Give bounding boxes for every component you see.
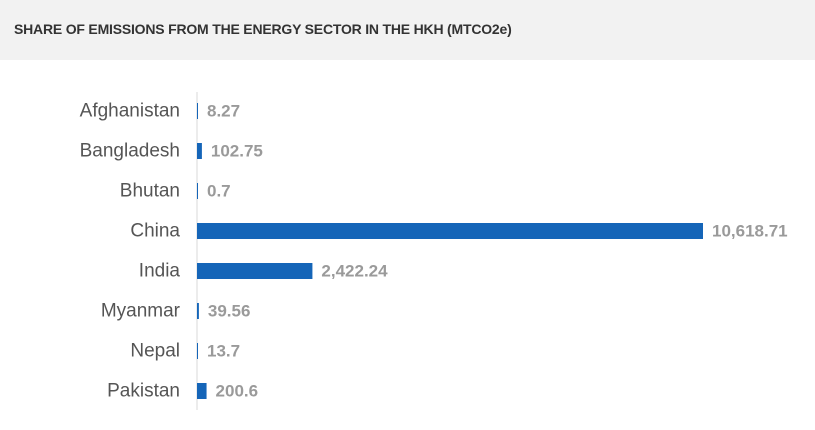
category-label-china: China bbox=[130, 221, 180, 242]
bar-india bbox=[197, 263, 313, 279]
value-label-bhutan: 0.7 bbox=[207, 182, 231, 201]
bar-afghanistan bbox=[197, 103, 198, 119]
value-label-pakistan: 200.6 bbox=[216, 382, 259, 401]
category-label-bhutan: Bhutan bbox=[120, 181, 180, 202]
bar-pakistan bbox=[197, 383, 207, 399]
value-labels: 8.27 102.75 0.7 10,618.71 2,422.24 39.56 13.7 2… bbox=[207, 102, 788, 401]
bar-myanmar bbox=[197, 303, 199, 319]
bars bbox=[197, 103, 703, 399]
value-label-bangladesh: 102.75 bbox=[211, 142, 263, 161]
value-label-china: 10,618.71 bbox=[712, 222, 788, 241]
value-label-india: 2,422.24 bbox=[321, 262, 388, 281]
category-labels: Afghanistan Bangladesh Bhutan China India Mya… bbox=[80, 101, 181, 402]
bar-china bbox=[197, 223, 703, 239]
value-label-myanmar: 39.56 bbox=[208, 302, 251, 321]
value-label-afghanistan: 8.27 bbox=[207, 102, 240, 121]
value-label-nepal: 13.7 bbox=[207, 342, 240, 361]
bar-nepal bbox=[197, 343, 198, 359]
category-label-myanmar: Myanmar bbox=[101, 301, 181, 322]
category-label-afghanistan: Afghanistan bbox=[80, 101, 180, 122]
category-label-pakistan: Pakistan bbox=[107, 381, 180, 402]
category-label-india: India bbox=[139, 261, 181, 282]
chart-title: SHARE OF EMISSIONS FROM THE ENERGY SECTO… bbox=[14, 21, 512, 37]
chart-header: SHARE OF EMISSIONS FROM THE ENERGY SECTO… bbox=[0, 0, 815, 60]
category-label-nepal: Nepal bbox=[130, 341, 180, 362]
bar-bhutan bbox=[197, 183, 198, 199]
bar-bangladesh bbox=[197, 143, 202, 159]
category-label-bangladesh: Bangladesh bbox=[80, 141, 180, 162]
